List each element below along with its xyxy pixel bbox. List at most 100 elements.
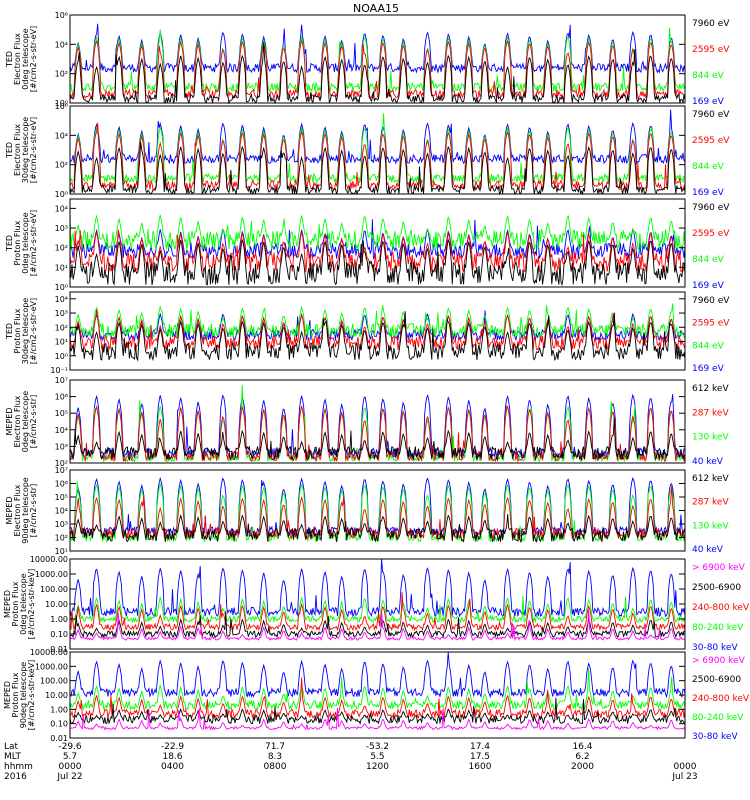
- series-line-240-800-keV: [69, 592, 686, 632]
- y-tick-label: 10000.00: [30, 555, 68, 564]
- panel-frame: [69, 14, 686, 104]
- y-axis-label: TED Electron Flux 30deg telescope [#/cm2-s-…: [5, 117, 38, 184]
- y-tick-label: 1000.00: [35, 662, 68, 671]
- y-axis-label-line: 30deg telescope: [21, 117, 30, 184]
- y-tick-label: 10²: [55, 244, 68, 253]
- panel-3: 10⁰ 10¹ 10² 10³ 10⁴ TED Proton Flux 0deg telesc…: [5, 198, 730, 292]
- time-axis-hhmm: 0400: [161, 762, 184, 772]
- time-axis-row-label: 2016: [4, 772, 27, 782]
- y-tick-label: 10⁷: [55, 376, 68, 385]
- y-axis-label: MEPED Proton Flux 90deg telescope [#/cm2-s-…: [3, 660, 36, 731]
- legend-entry: 2500-6900: [692, 583, 741, 593]
- series-line-844-eV: [69, 27, 686, 94]
- y-tick-label: 100.00: [40, 585, 68, 594]
- time-axis-mlt: 8.3: [268, 752, 282, 762]
- y-axis-label-line: Proton Flux: [13, 308, 22, 353]
- legend-entry: 7960 eV: [692, 110, 730, 120]
- y-tick-label: 10⁶: [55, 102, 68, 111]
- time-axis-mlt: 18.6: [162, 752, 182, 762]
- y-tick-label: 1.00: [50, 615, 68, 624]
- series-line-2595-eV: [69, 229, 686, 274]
- legend-entry: 612 keV: [692, 474, 729, 484]
- y-axis-label-line: Proton Flux: [11, 581, 20, 626]
- y-tick-label: 10.00: [45, 600, 68, 609]
- y-tick-label: 10⁷: [55, 466, 68, 475]
- series-line-844-eV: [69, 113, 686, 185]
- y-tick-label: 0.10: [50, 630, 68, 639]
- series-line-844-eV: [69, 209, 686, 251]
- legend-entry: 7960 eV: [692, 19, 730, 29]
- panel-frame: [69, 379, 686, 464]
- time-axis-lat: -29.6: [58, 742, 82, 752]
- panel-6: 10¹ 10² 10³ 10⁴ 10⁵ 10⁶ 10⁷ MEPED Electron Flux 9…: [5, 466, 729, 556]
- legend-entry: 130 keV: [692, 521, 729, 531]
- legend-entry: > 6900 keV: [692, 656, 746, 666]
- y-axis-label-line: MEPED: [3, 590, 12, 618]
- legend-entry: 169 eV: [692, 364, 725, 374]
- time-axis-hhmm: 0800: [264, 762, 287, 772]
- y-axis-label-line: MEPED: [5, 497, 14, 525]
- panel-8: 0.01 0.10 1.00 10.00 100.00 1000.00 10000.00 ME…: [3, 648, 750, 743]
- time-axis-lat: 16.4: [572, 742, 592, 752]
- y-axis-label-line: 90deg telescope: [21, 477, 30, 544]
- y-axis-label-line: 90deg telescope: [19, 662, 28, 729]
- y-tick-label: 10⁴: [55, 426, 68, 435]
- y-axis-label-line: 0deg telescope: [21, 28, 30, 89]
- time-axis-hhmm: 2000: [571, 762, 594, 772]
- series-line-2595-eV: [69, 309, 686, 351]
- y-tick-label: 10²: [55, 459, 68, 468]
- y-axis-label-line: Proton Flux: [13, 220, 22, 265]
- y-axis-label-line: Electron Flux: [13, 124, 22, 176]
- legend-entry: 2595 eV: [692, 229, 730, 239]
- time-axis-lat: 71.7: [265, 742, 285, 752]
- y-tick-label: 10⁴: [55, 295, 68, 304]
- series-line-2500-6900: [69, 697, 686, 725]
- y-axis-label-line: Electron Flux: [13, 395, 22, 447]
- y-tick-label: 10⁶: [55, 11, 68, 20]
- y-tick-label: 10⁴: [55, 204, 68, 213]
- series-line-7960-eV: [69, 311, 686, 362]
- legend-entry: 30-80 keV: [692, 732, 738, 742]
- legend-entry: 287 keV: [692, 498, 729, 508]
- y-tick-label: 10⁻¹: [50, 366, 68, 375]
- y-axis-label-line: [#/cm2-s-str]: [29, 484, 38, 537]
- time-axis-date: Jul 22: [56, 772, 82, 782]
- y-tick-label: 10⁴: [55, 40, 68, 49]
- y-tick-label: 10²: [55, 534, 68, 543]
- y-axis-label-line: 0deg telescope: [21, 391, 30, 452]
- legend-entry: 30-80 keV: [692, 643, 738, 653]
- y-tick-label: 10⁴: [55, 507, 68, 516]
- y-axis-label-line: [#/cm2-s-str-eV]: [29, 117, 38, 183]
- y-tick-label: 10⁰: [55, 352, 68, 361]
- series-line-612-keV: [69, 417, 686, 462]
- y-tick-label: 10⁵: [55, 493, 68, 502]
- series-line-2500-6900: [69, 610, 685, 639]
- series-line-240-800-keV: [69, 677, 686, 720]
- y-tick-label: 10³: [55, 520, 68, 529]
- legend-entry: > 6900 keV: [692, 563, 746, 573]
- panel-frame: [69, 198, 686, 288]
- y-tick-label: 1.00: [50, 705, 68, 714]
- y-axis-label-line: [#/cm2-s-str-keV]: [27, 569, 36, 640]
- time-axis-row-label: MLT: [4, 752, 22, 762]
- y-tick-label: 10⁶: [55, 393, 68, 402]
- y-axis-label-line: TED: [5, 323, 14, 340]
- y-axis-label-line: [#/cm2-s-str-eV]: [29, 210, 38, 276]
- y-tick-label: 10⁵: [55, 409, 68, 418]
- panel-4: 10⁻¹ 10⁰ 10¹ 10² 10³ 10⁴ TED Proton Flux 30deg t…: [5, 291, 730, 375]
- y-axis-label-line: 0deg telescope: [21, 212, 30, 273]
- series-line-169-eV: [69, 219, 686, 261]
- y-axis-label-line: Proton Flux: [11, 672, 20, 717]
- time-axis-mlt: 5.7: [63, 752, 77, 762]
- y-tick-label: 10²: [55, 161, 68, 170]
- time-axis-mlt: 5.5: [370, 752, 384, 762]
- legend-entry: 80-240 keV: [692, 623, 744, 633]
- panel-frame: [69, 291, 686, 371]
- y-axis-label-line: Electron Flux: [13, 484, 22, 536]
- legend-entry: 2595 eV: [692, 319, 730, 329]
- legend-entry: 169 eV: [692, 281, 725, 291]
- y-tick-label: 10.00: [45, 691, 68, 700]
- y-tick-label: 10³: [55, 224, 68, 233]
- legend-entry: 240-800 keV: [692, 694, 750, 704]
- y-tick-label: 10⁴: [55, 131, 68, 140]
